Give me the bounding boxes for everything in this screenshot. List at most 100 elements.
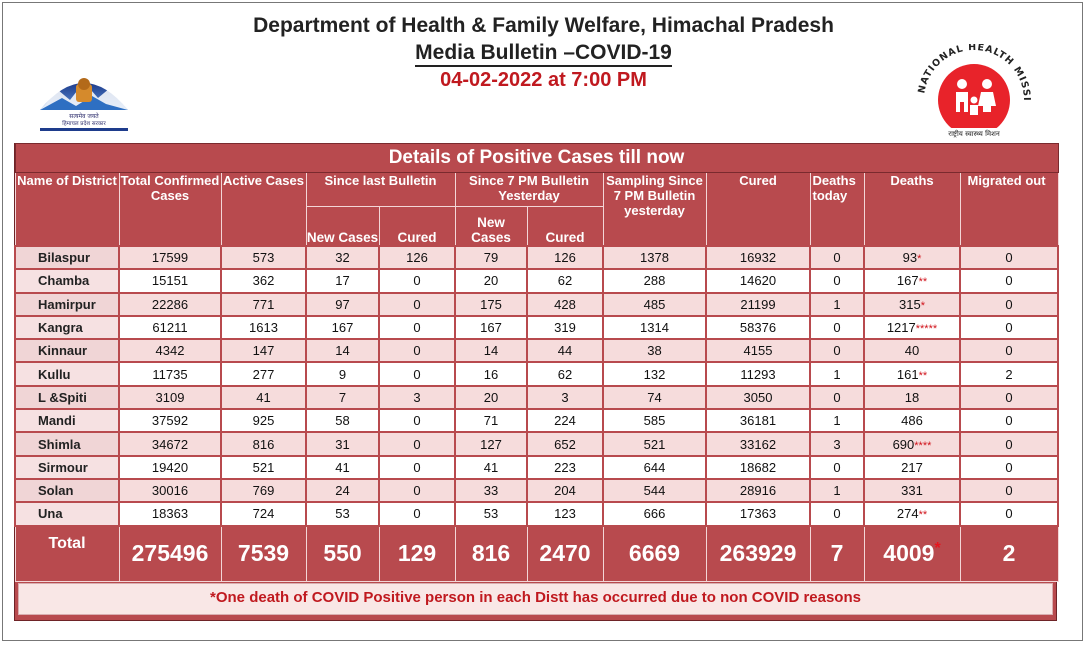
cell-s7-cured: 123 <box>526 501 604 527</box>
cell-sl-cured: 0 <box>378 291 456 317</box>
table-row: Shimla 34672 816 31 0 127 652 521 33162 3 690**** 0 <box>14 431 1060 457</box>
header-district: Name of District <box>14 172 120 246</box>
cell-deaths-today: 0 <box>809 338 865 364</box>
cell-s7-new: 16 <box>454 361 528 387</box>
svg-text:हिमाचल प्रदेश सरकार: हिमाचल प्रदेश सरकार <box>62 120 106 127</box>
cell-s7-new: 71 <box>454 408 528 434</box>
header-active: Active Cases <box>220 172 307 246</box>
total-sl-new: 550 <box>305 525 380 582</box>
cell-sl-new: 9 <box>305 361 380 387</box>
footnote: *One death of COVID Positive person in e… <box>18 583 1053 615</box>
cell-sampling: 521 <box>602 431 707 457</box>
header-sl-new: New Cases <box>305 206 380 247</box>
total-deaths-today: 7 <box>809 525 865 582</box>
cell-deaths-today: 0 <box>809 244 865 271</box>
cell-s7-new: 33 <box>454 477 528 504</box>
cell-cured: 21199 <box>705 291 811 317</box>
district-name: Kangra <box>14 314 120 341</box>
bulletin-date: 04-02-2022 at 7:00 PM <box>440 69 647 91</box>
district-name: Hamirpur <box>14 291 120 317</box>
cell-deaths-today: 1 <box>809 291 865 317</box>
cell-sampling: 38 <box>602 338 707 364</box>
header-s7-cured: Cured <box>526 206 604 247</box>
header-s7-new: New Cases <box>454 206 528 247</box>
table-row: Sirmour 19420 521 41 0 41 223 644 18682 0 217 0 <box>14 454 1060 480</box>
cell-sl-cured: 3 <box>378 384 456 411</box>
cell-cured: 58376 <box>705 314 811 341</box>
header-sampling: Sampling Since 7 PM Bulletin yesterday <box>602 172 707 246</box>
cell-active: 573 <box>220 244 307 271</box>
cell-sl-cured: 0 <box>378 408 456 434</box>
cell-total: 3109 <box>118 384 222 411</box>
cell-deaths-today: 0 <box>809 268 865 294</box>
cell-s7-cured: 62 <box>526 361 604 387</box>
himachal-emblem-icon: सत्यमेव जयते हिमाचल प्रदेश सरकार <box>36 60 132 132</box>
cell-total: 37592 <box>118 408 222 434</box>
table-banner: Details of Positive Cases till now <box>14 143 1059 173</box>
cell-active: 362 <box>220 268 307 294</box>
table-row: Mandi 37592 925 58 0 71 224 585 36181 1 486 0 <box>14 408 1060 434</box>
cell-s7-cured: 428 <box>526 291 604 317</box>
svg-text:सत्यमेव जयते: सत्यमेव जयते <box>69 112 99 120</box>
cell-migrated: 0 <box>958 268 1060 294</box>
cell-migrated: 2 <box>958 361 1060 387</box>
cell-s7-cured: 204 <box>526 477 604 504</box>
total-deaths-mark: * <box>934 540 941 558</box>
cell-deaths: 18 <box>863 384 961 411</box>
cell-total: 11735 <box>118 361 222 387</box>
cell-active: 521 <box>220 454 307 480</box>
deaths-mark: ** <box>918 276 928 289</box>
cell-deaths-today: 1 <box>809 408 865 434</box>
table-row: Bilaspur 17599 573 32 126 79 126 1378 16932 0 93* 0 <box>14 244 1060 271</box>
deaths-mark: ***** <box>915 323 938 336</box>
total-label: Total <box>14 525 120 582</box>
cell-sl-new: 97 <box>305 291 380 317</box>
cell-total: 61211 <box>118 314 222 341</box>
header-since-last: Since last Bulletin <box>305 172 456 207</box>
cell-cured: 14620 <box>705 268 811 294</box>
header-since-7pm: Since 7 PM Bulletin Yesterday <box>454 172 604 207</box>
cell-migrated: 0 <box>958 244 1060 271</box>
bulletin-title: Media Bulletin –COVID-19 <box>0 41 1087 67</box>
total-cured: 263929 <box>705 525 811 582</box>
cell-s7-cured: 62 <box>526 268 604 294</box>
cell-deaths: 274** <box>863 501 961 527</box>
cell-total: 19420 <box>118 454 222 480</box>
cell-sl-new: 32 <box>305 244 380 271</box>
cell-s7-cured: 652 <box>526 431 604 457</box>
cell-deaths: 331 <box>863 477 961 504</box>
cell-total: 15151 <box>118 268 222 294</box>
cell-deaths-today: 0 <box>809 314 865 341</box>
cell-active: 925 <box>220 408 307 434</box>
cell-migrated: 0 <box>958 431 1060 457</box>
cell-migrated: 0 <box>958 501 1060 527</box>
district-name: Solan <box>14 477 120 504</box>
cell-sl-new: 31 <box>305 431 380 457</box>
cell-s7-new: 14 <box>454 338 528 364</box>
cell-s7-new: 127 <box>454 431 528 457</box>
cell-s7-new: 175 <box>454 291 528 317</box>
cell-s7-cured: 44 <box>526 338 604 364</box>
cell-sampling: 288 <box>602 268 707 294</box>
cell-sl-cured: 0 <box>378 477 456 504</box>
deaths-mark: **** <box>914 439 932 452</box>
national-health-mission-icon: NATIONAL HEALTH MISSION राष्ट्रीय स्वास्… <box>899 36 1044 140</box>
cell-total: 18363 <box>118 501 222 527</box>
cell-sl-new: 17 <box>305 268 380 294</box>
header-total-confirmed: Total Confirmed Cases <box>118 172 222 246</box>
cell-total: 17599 <box>118 244 222 271</box>
cell-sl-new: 24 <box>305 477 380 504</box>
cell-s7-new: 20 <box>454 268 528 294</box>
table-row: Kinnaur 4342 147 14 0 14 44 38 4155 0 40 0 <box>14 338 1060 364</box>
cell-s7-new: 20 <box>454 384 528 411</box>
header-deaths: Deaths <box>863 172 961 246</box>
cell-total: 34672 <box>118 431 222 457</box>
cell-deaths: 161** <box>863 361 961 387</box>
cell-sl-new: 41 <box>305 454 380 480</box>
cell-sl-cured: 0 <box>378 361 456 387</box>
cell-s7-cured: 319 <box>526 314 604 341</box>
cell-deaths-today: 0 <box>809 384 865 411</box>
district-name: Sirmour <box>14 454 120 480</box>
cell-cured: 36181 <box>705 408 811 434</box>
cell-cured: 16932 <box>705 244 811 271</box>
